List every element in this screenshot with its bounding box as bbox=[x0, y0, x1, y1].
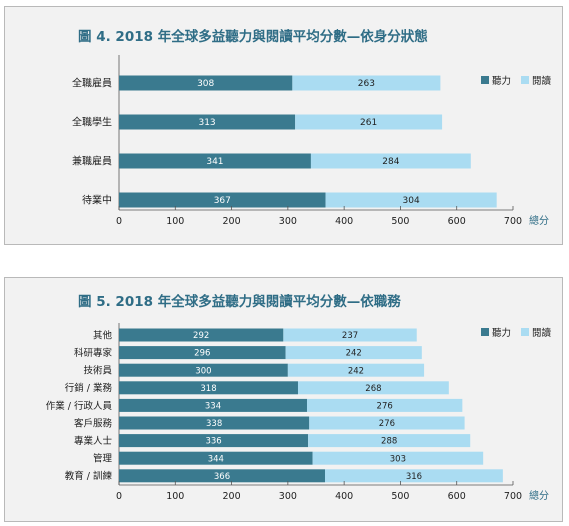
occupation-value-label-listening-8: 366 bbox=[214, 472, 230, 482]
chart-panel-occupation: 圖 5. 2018 年全球多益聽力與閱讀平均分數—依職務 292 237 其他 296… bbox=[4, 277, 563, 522]
status-category-label-3: 待業中 bbox=[82, 194, 112, 207]
occupation-value-label-listening-7: 344 bbox=[208, 454, 224, 464]
occupation-value-label-reading-6: 288 bbox=[381, 437, 397, 447]
occupation-value-label-listening-0: 292 bbox=[193, 331, 209, 341]
occupation-value-label-listening-6: 336 bbox=[205, 437, 221, 447]
occupation-category-label-0: 其他 bbox=[93, 329, 113, 341]
occupation-x-tick-label-6: 600 bbox=[448, 491, 466, 502]
occupation-bar-listening-6 bbox=[119, 434, 309, 448]
occupation-bar-reading-6 bbox=[308, 434, 471, 448]
status-value-label-listening-0: 308 bbox=[197, 79, 214, 89]
status-x-tick-label-4: 400 bbox=[335, 216, 353, 227]
occupation-x-tick-label-5: 500 bbox=[391, 491, 409, 502]
chart-title-status: 圖 4. 2018 年全球多益聽力與閱讀平均分數—依身分狀態 bbox=[78, 29, 428, 45]
occupation-bar-listening-2 bbox=[119, 363, 288, 377]
status-category-label-1: 全職學生 bbox=[72, 116, 112, 129]
occupation-value-label-reading-5: 276 bbox=[379, 419, 395, 429]
occupation-category-label-1: 科研專家 bbox=[74, 347, 113, 359]
occupation-category-label-8: 教育 / 訓練 bbox=[65, 470, 113, 482]
occupation-category-label-2: 技術員 bbox=[83, 365, 112, 377]
status-x-tick-label-2: 200 bbox=[223, 216, 241, 227]
status-legend-label-listening: 聽力 bbox=[492, 75, 511, 87]
occupation-bar-reading-3 bbox=[297, 381, 449, 395]
status-bar-reading-3 bbox=[325, 192, 497, 208]
occupation-legend-label-listening: 聽力 bbox=[492, 327, 511, 339]
occupation-x-tick-label-7: 700 bbox=[504, 491, 522, 502]
status-x-tick-label-6: 600 bbox=[448, 216, 466, 227]
status-legend-label-reading: 閱讀 bbox=[532, 75, 552, 87]
status-value-label-reading-3: 304 bbox=[403, 196, 420, 206]
status-value-label-reading-1: 261 bbox=[360, 118, 377, 128]
status-category-label-0: 全職雇員 bbox=[72, 77, 112, 90]
occupation-category-label-5: 客戶服務 bbox=[74, 417, 113, 429]
status-x-tick-label-7: 700 bbox=[504, 216, 522, 227]
occupation-bar-listening-8 bbox=[119, 469, 326, 483]
occupation-x-tick-label-3: 300 bbox=[279, 491, 297, 502]
occupation-bar-listening-0 bbox=[119, 328, 284, 342]
occupation-value-label-reading-3: 268 bbox=[365, 384, 381, 394]
occupation-x-tick-label-4: 400 bbox=[335, 491, 353, 502]
occupation-bar-listening-1 bbox=[119, 346, 286, 360]
occupation-x-axis-title: 總分 bbox=[529, 489, 549, 502]
occupation-bar-listening-7 bbox=[119, 451, 313, 465]
occupation-category-label-3: 行銷 / 業務 bbox=[65, 382, 113, 394]
status-x-axis-title: 總分 bbox=[529, 214, 549, 227]
status-value-label-listening-1: 313 bbox=[198, 118, 215, 128]
chart-title-occupation: 圖 5. 2018 年全球多益聽力與閱讀平均分數—依職務 bbox=[78, 294, 401, 310]
occupation-bar-listening-4 bbox=[119, 398, 307, 412]
status-bar-reading-2 bbox=[310, 153, 471, 169]
occupation-x-tick-label-1: 100 bbox=[166, 491, 184, 502]
occupation-value-label-listening-4: 334 bbox=[205, 401, 221, 411]
occupation-value-label-listening-2: 300 bbox=[195, 366, 211, 376]
occupation-bar-reading-1 bbox=[285, 346, 422, 360]
occupation-bar-reading-4 bbox=[306, 398, 463, 412]
occupation-value-label-reading-7: 303 bbox=[390, 454, 406, 464]
status-legend-swatch-listening bbox=[481, 76, 489, 84]
occupation-legend-label-reading: 閱讀 bbox=[532, 327, 552, 339]
chart-occupation-svg: 292 237 其他 296 242 科研專家 300 242 技術員 318 268 行銷 / 業務… bbox=[46, 323, 552, 502]
occupation-value-label-reading-8: 316 bbox=[406, 472, 422, 482]
status-value-label-listening-3: 367 bbox=[214, 196, 231, 206]
occupation-value-label-listening-1: 296 bbox=[194, 349, 210, 359]
occupation-bar-reading-7 bbox=[312, 451, 484, 465]
occupation-bar-listening-3 bbox=[119, 381, 298, 395]
occupation-value-label-reading-0: 237 bbox=[342, 331, 358, 341]
status-x-tick-label-1: 100 bbox=[166, 216, 184, 227]
occupation-bar-listening-5 bbox=[119, 416, 310, 430]
status-value-label-listening-2: 341 bbox=[206, 157, 223, 167]
occupation-category-label-7: 管理 bbox=[93, 453, 113, 465]
occupation-legend-swatch-reading bbox=[521, 328, 529, 336]
occupation-value-label-reading-4: 276 bbox=[377, 401, 393, 411]
chart-panel-status: 圖 4. 2018 年全球多益聽力與閱讀平均分數—依身分狀態 308 263 全職雇… bbox=[4, 6, 563, 245]
occupation-value-label-listening-3: 318 bbox=[200, 384, 216, 394]
status-category-label-2: 兼職雇員 bbox=[72, 155, 112, 168]
status-bar-listening-0 bbox=[119, 75, 293, 91]
status-x-tick-label-5: 500 bbox=[391, 216, 409, 227]
occupation-x-tick-label-0: 0 bbox=[116, 491, 122, 502]
status-bar-reading-0 bbox=[292, 75, 441, 91]
chart-status-svg: 308 263 全職雇員 313 261 全職學生 341 284 兼職雇員 367 304 待業中 0… bbox=[72, 55, 552, 227]
status-bar-listening-3 bbox=[119, 192, 326, 208]
occupation-bar-reading-5 bbox=[309, 416, 465, 430]
occupation-category-label-6: 專業人士 bbox=[74, 435, 113, 447]
occupation-category-label-4: 作業 / 行政人員 bbox=[46, 400, 113, 412]
status-x-tick-label-0: 0 bbox=[116, 216, 122, 227]
status-value-label-reading-2: 284 bbox=[382, 157, 399, 167]
status-x-tick-label-3: 300 bbox=[279, 216, 297, 227]
status-legend-swatch-reading bbox=[521, 76, 529, 84]
occupation-bar-reading-2 bbox=[287, 363, 425, 377]
occupation-legend-swatch-listening bbox=[481, 328, 489, 336]
occupation-value-label-reading-1: 242 bbox=[346, 349, 362, 359]
occupation-x-tick-label-2: 200 bbox=[223, 491, 241, 502]
status-bar-reading-1 bbox=[295, 114, 443, 130]
occupation-bar-reading-0 bbox=[283, 328, 417, 342]
status-bar-listening-2 bbox=[119, 153, 311, 169]
occupation-value-label-reading-2: 242 bbox=[348, 366, 364, 376]
occupation-value-label-listening-5: 338 bbox=[206, 419, 222, 429]
occupation-bar-reading-8 bbox=[325, 469, 503, 483]
status-bar-listening-1 bbox=[119, 114, 296, 130]
status-value-label-reading-0: 263 bbox=[358, 79, 375, 89]
